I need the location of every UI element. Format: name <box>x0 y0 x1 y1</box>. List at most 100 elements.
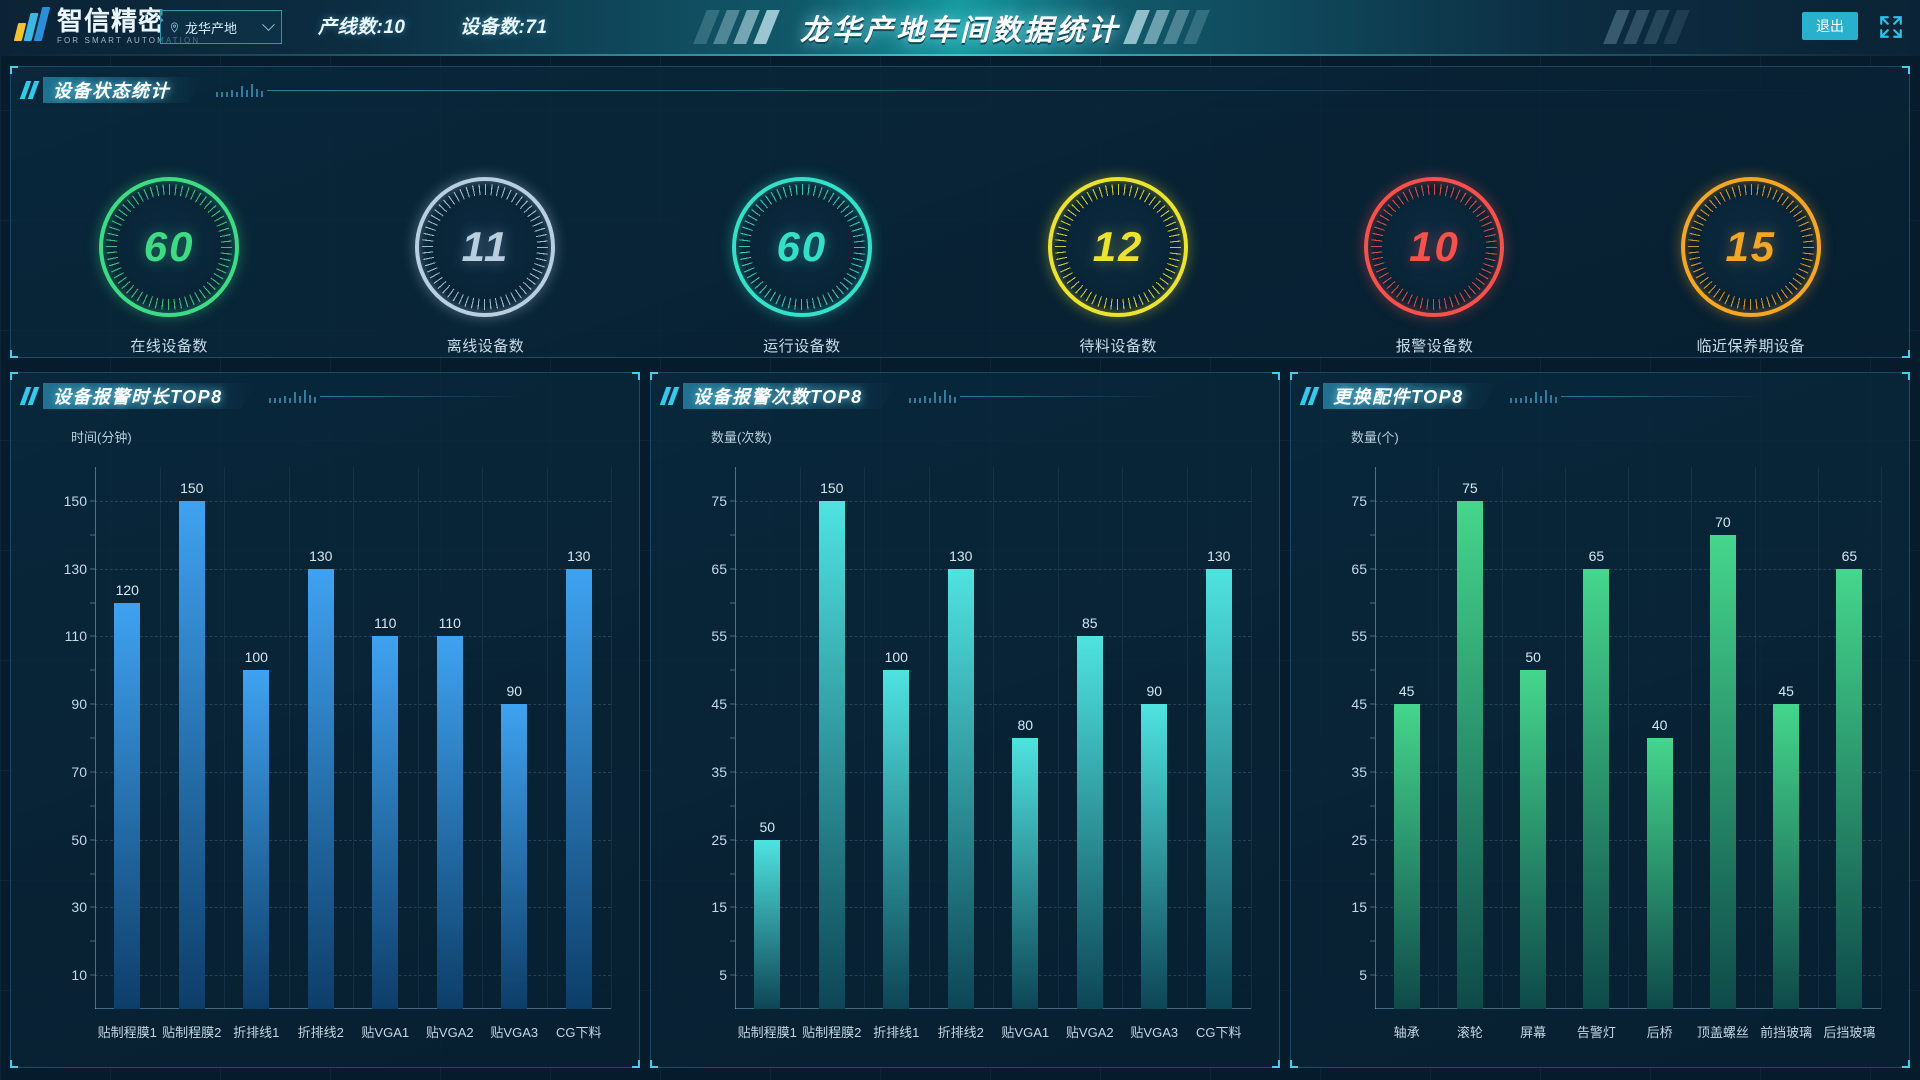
gridline <box>95 771 611 773</box>
bar-value-label: 90 <box>506 683 523 700</box>
y-tick-label: 55 <box>711 628 727 645</box>
logo-subtitle: FOR SMART AUTOMATION <box>57 36 201 45</box>
bar-value-label: 40 <box>1651 717 1668 733</box>
bar[interactable]: 70 <box>1709 514 1736 1009</box>
y-tick-label: 50 <box>71 831 87 848</box>
y-tick-label: 70 <box>71 763 87 780</box>
gauge-center: 10 <box>1382 194 1487 299</box>
bar[interactable]: 50 <box>1520 649 1547 1009</box>
y-tick-mark-minor <box>730 873 735 874</box>
y-tick-label: 15 <box>1351 899 1367 916</box>
header-rule <box>267 89 1837 91</box>
header-rule <box>959 395 1160 397</box>
y-tick-label: 65 <box>1351 560 1367 577</box>
fullscreen-icon[interactable] <box>1878 14 1904 40</box>
bar-value-label: 50 <box>1525 649 1541 666</box>
y-tick-mark <box>90 703 95 705</box>
x-axis-labels: 贴制程膜1 贴制程膜2 折排线1 折排线2 贴VGA1 贴VGA2 贴VGA3 CG下料 <box>735 1022 1251 1041</box>
bar[interactable]: 100 <box>883 649 910 1009</box>
header-rule <box>1560 395 1761 397</box>
bar[interactable]: 75 <box>1456 480 1483 1009</box>
bar[interactable]: 65 <box>1583 548 1610 1009</box>
gridline-vertical <box>1628 467 1629 1009</box>
bar[interactable]: 85 <box>1076 615 1103 1009</box>
gridline-vertical <box>482 467 483 1009</box>
bar[interactable]: 110 <box>372 615 399 1009</box>
y-tick-mark-minor <box>90 873 95 874</box>
y-tick-mark <box>90 974 95 976</box>
bar-slot: 110 <box>353 467 418 1009</box>
gauge-ring <box>1048 176 1189 317</box>
bar-slot: 100 <box>224 467 289 1009</box>
logo-mark-icon <box>13 6 51 45</box>
chart-panel-alarm-duration: 设备报警时长TOP8 时间(分钟) 10 30 50 70 90 110 130 150 120… <box>10 372 640 1068</box>
bar[interactable]: 150 <box>818 480 845 1009</box>
plot-area: 10 30 50 70 90 110 130 150 120 150 100 130 110 110 90 1… <box>64 467 612 1009</box>
gridline-vertical <box>546 467 548 1009</box>
gridline-vertical <box>288 467 290 1009</box>
y-axis-title: 数量(个) <box>1351 430 1399 445</box>
y-tick-mark <box>1370 568 1375 570</box>
gridline <box>1375 704 1881 706</box>
bar[interactable]: 65 <box>1836 548 1863 1009</box>
corner-decor <box>1902 66 1910 74</box>
bar-slot: 130 <box>547 467 612 1009</box>
bar-slot: 45 <box>1375 467 1438 1009</box>
y-tick-label: 110 <box>64 628 87 645</box>
bar[interactable]: 100 <box>243 649 270 1009</box>
corner-decor <box>1272 1060 1280 1068</box>
gauge-ring <box>99 176 240 317</box>
header-slash-decor-left <box>693 10 780 44</box>
panel-header: 设备报警时长TOP8 <box>19 383 520 409</box>
bar[interactable]: 130 <box>1205 548 1232 1009</box>
corner-decor <box>650 372 658 380</box>
gridline-vertical <box>993 467 994 1009</box>
bar[interactable]: 90 <box>1141 683 1168 1009</box>
bar[interactable]: 110 <box>436 615 463 1009</box>
bar-slot: 80 <box>993 467 1058 1009</box>
exit-button[interactable]: 退出 <box>1802 12 1858 40</box>
bar[interactable]: 45 <box>1393 683 1420 1009</box>
bar[interactable]: 40 <box>1646 717 1673 1009</box>
gauge-value: 11 <box>461 222 510 270</box>
page-title: 龙华产地车间数据统计 <box>799 15 1121 47</box>
gauge-label: 离线设备数 <box>446 337 525 355</box>
bar[interactable]: 130 <box>307 548 334 1009</box>
x-tick-label: 折排线2 <box>937 1025 984 1040</box>
brand-logo: 智信精密 FOR SMART AUTOMATION <box>13 6 201 45</box>
x-tick-label: 前挡玻璃 <box>1760 1025 1813 1040</box>
bar[interactable]: 130 <box>565 548 592 1009</box>
gauge-label: 运行设备数 <box>763 337 841 355</box>
bar[interactable]: 130 <box>947 548 974 1009</box>
gridline <box>735 771 1251 773</box>
gridline-vertical <box>735 467 736 1009</box>
y-tick-mark-minor <box>1370 669 1375 671</box>
bar-slot: 50 <box>1502 467 1565 1009</box>
corner-decor <box>10 1060 18 1068</box>
gauge-2: 11 离线设备数 <box>327 123 643 379</box>
bar[interactable]: 80 <box>1012 717 1039 1009</box>
grid-lines <box>95 467 612 1009</box>
chevron-down-icon <box>262 17 275 31</box>
bar[interactable]: 120 <box>114 582 141 1009</box>
plot-area: 5 15 25 35 45 55 65 75 45 75 50 65 40 70 45 65 <box>1351 467 1882 1009</box>
x-tick-label: 折排线1 <box>873 1025 920 1040</box>
y-tick-mark <box>1370 906 1375 908</box>
y-tick-mark <box>730 568 735 570</box>
y-tick-mark <box>730 771 735 773</box>
gridline <box>95 907 611 909</box>
corner-decor <box>632 372 640 380</box>
bar-slot: 150 <box>160 467 225 1009</box>
y-tick-label: 75 <box>711 492 727 509</box>
x-tick-label: 贴VGA2 <box>1065 1025 1114 1040</box>
y-tick-label: 35 <box>1351 763 1367 780</box>
panel-header: 设备报警次数TOP8 <box>659 383 1160 409</box>
bar[interactable]: 45 <box>1773 683 1800 1009</box>
chart-panel-parts-replaced: 更换配件TOP8 数量(个) 5 15 25 35 45 55 65 75 45 75 50 65 40… <box>1290 372 1910 1068</box>
bar[interactable]: 50 <box>754 819 781 1009</box>
y-tick-label: 65 <box>711 560 727 577</box>
bar[interactable]: 150 <box>178 480 205 1009</box>
bar[interactable]: 90 <box>501 683 528 1009</box>
gridline <box>95 500 611 502</box>
site-select[interactable]: 龙华产地 <box>160 10 282 44</box>
